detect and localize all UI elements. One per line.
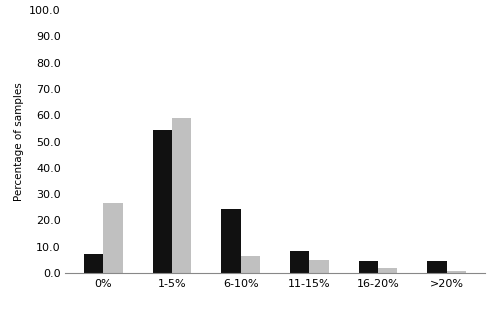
Bar [104, 203, 122, 273]
Bar [153, 130, 172, 273]
Bar [290, 251, 310, 273]
Bar [428, 261, 446, 273]
Bar [172, 118, 191, 273]
Y-axis label: Percentage of samples: Percentage of samples [14, 82, 24, 201]
Bar [310, 260, 328, 273]
Bar [446, 271, 466, 273]
Bar [84, 254, 103, 273]
Bar [222, 209, 240, 273]
Bar [359, 261, 378, 273]
Bar [378, 268, 397, 273]
Bar [240, 256, 260, 273]
